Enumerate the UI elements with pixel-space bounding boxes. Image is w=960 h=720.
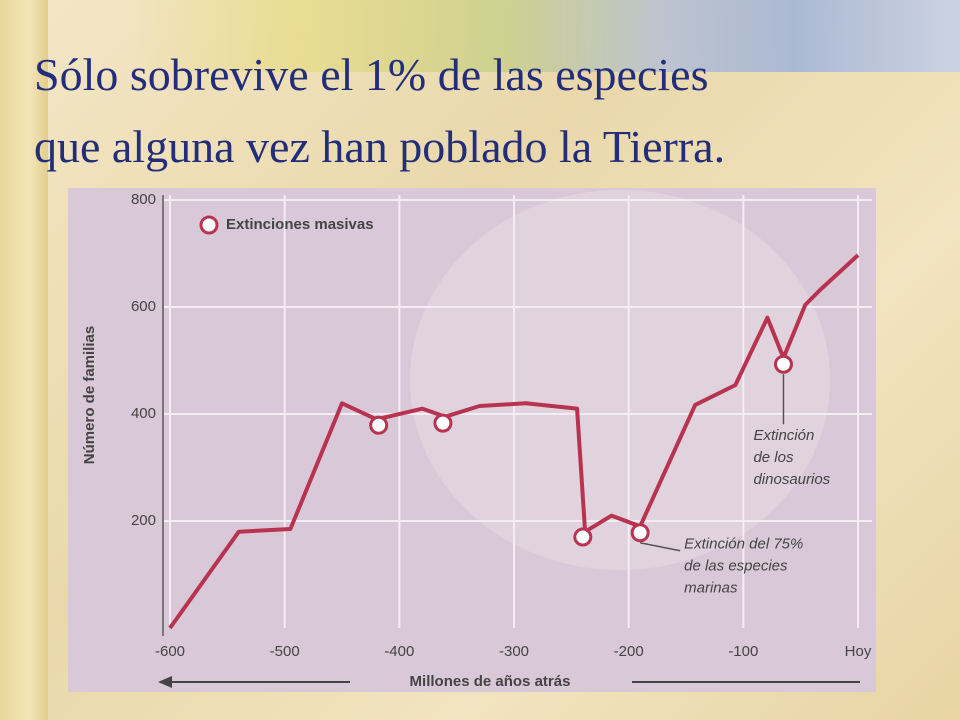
annotation: Extinción	[753, 427, 814, 444]
x-tick-label: -100	[728, 643, 758, 660]
x-tick-label: Hoy	[845, 643, 872, 660]
annotation: marinas	[684, 580, 738, 597]
extinction-marker	[369, 415, 389, 435]
y-tick-label: 400	[131, 405, 156, 422]
extinction-marker	[773, 354, 793, 374]
annotation: de los	[753, 449, 794, 466]
x-tick-label: -600	[155, 643, 185, 660]
y-axis-label: Número de familias	[81, 326, 98, 464]
globe	[410, 190, 830, 570]
legend-label: Extinciones masivas	[226, 216, 374, 233]
slide-title: Sólo sobrevive el 1% de las especies	[34, 49, 709, 100]
x-tick-label: -200	[614, 643, 644, 660]
pointer	[639, 542, 681, 552]
decor-image	[130, 0, 960, 72]
legend-marker	[199, 215, 219, 235]
extinction-marker	[433, 413, 453, 433]
annotation: de las especies	[684, 558, 788, 575]
y-tick-label: 200	[131, 512, 156, 529]
y-tick-label: 800	[131, 191, 156, 208]
arrow-head	[158, 676, 172, 688]
x-tick-label: -500	[270, 643, 300, 660]
y-tick-label: 600	[131, 298, 156, 315]
annotation: dinosaurios	[753, 471, 830, 488]
extinction-marker	[630, 523, 650, 543]
slide-title: que alguna vez han poblado la Tierra.	[34, 121, 726, 172]
decor-strip	[0, 0, 48, 720]
x-tick-label: -400	[384, 643, 414, 660]
x-axis-label: Millones de años atrás	[410, 673, 571, 690]
line-series	[168, 253, 860, 630]
extinction-marker	[573, 527, 593, 547]
annotation: Extinción del 75%	[684, 536, 803, 553]
x-tick-label: -300	[499, 643, 529, 660]
